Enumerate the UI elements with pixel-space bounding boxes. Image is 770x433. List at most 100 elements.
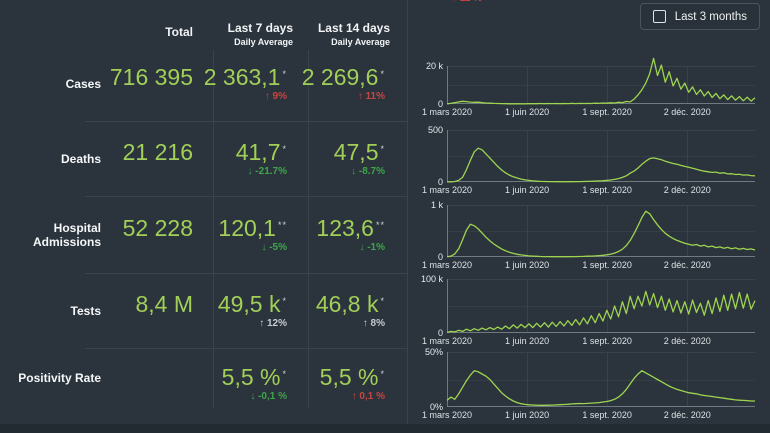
x-tick: 1 juin 2020 [505, 336, 550, 346]
plot-area [446, 279, 756, 334]
x-tick: 2 déc. 2020 [663, 107, 711, 117]
footnote-marker: * [380, 295, 385, 306]
last14-subtitle: Daily Average [331, 37, 390, 47]
footnote-marker: * [282, 69, 287, 79]
avg7-value: 2 363,1 [203, 64, 281, 90]
y-axis-min-label: 0 [437, 252, 443, 262]
avg7-delta: ↑ 12% [259, 317, 287, 329]
x-tick: 1 sept. 2020 [582, 107, 632, 117]
avg14-delta: ↑ 0,1 % [351, 391, 385, 402]
positivity-sparkline [446, 370, 755, 406]
cases-sparkline [446, 57, 756, 105]
deaths-total-cell: 21 216 [105, 121, 193, 196]
row-divider [85, 273, 407, 274]
x-tick: 1 sept. 2020 [582, 185, 632, 195]
last7-title: Last 7 days [227, 21, 293, 35]
x-tick: 2 déc. 2020 [663, 185, 711, 195]
x-tick: 2 déc. 2020 [663, 336, 711, 346]
cases-avg14-cell: 2 269,6 * ↑ 11% [302, 47, 385, 121]
footnote-marker: ** [375, 219, 385, 230]
x-tick: 1 juin 2020 [505, 107, 550, 117]
avg14-delta: ↓ -1% [359, 241, 385, 253]
x-tick: 2 déc. 2020 [663, 260, 711, 270]
checkbox-icon[interactable] [652, 10, 666, 23]
tests-sparkline [446, 290, 756, 334]
cases-total-cell: 716 395 [105, 47, 193, 121]
x-axis-labels: 1 mars 2020 1 juin 2020 1 sept. 2020 2 d… [422, 107, 755, 119]
x-axis-labels: 1 mars 2020 1 juin 2020 1 sept. 2020 2 d… [422, 260, 755, 272]
row-label: Positivity Rate [18, 371, 101, 385]
positivity-avg7-cell: 5,5 % * ↓ -0,1 % [213, 348, 287, 408]
x-tick: 1 mars 2020 [421, 260, 473, 270]
avg14-value: 123,6 [316, 214, 374, 241]
tests-avg14-cell: 46,8 k * ↑ 8% [308, 273, 385, 348]
last7-subtitle: Daily Average [234, 37, 293, 47]
y-axis-max-label: 500 [427, 125, 443, 135]
row-divider [85, 121, 407, 122]
tests-total-cell: 8,4 M [105, 273, 193, 348]
hospital-sparkline [446, 210, 756, 258]
avg14-value: 47,5 [333, 138, 379, 165]
y-axis-max-label: 50% [424, 347, 443, 357]
avg7-value: 41,7 [235, 138, 281, 165]
x-tick: 1 juin 2020 [505, 260, 550, 270]
x-axis-labels: 1 mars 2020 1 juin 2020 1 sept. 2020 2 d… [422, 185, 755, 197]
avg7-value: 5,5 % [221, 364, 281, 390]
total-value: 8,4 M [135, 290, 193, 317]
total-value: 21 216 [122, 138, 193, 165]
clipped-top-delta-text: ↑ 11 % [452, 0, 482, 4]
footnote-marker: * [282, 295, 287, 306]
footnote-marker: * [282, 369, 287, 379]
x-tick: 1 sept. 2020 [582, 336, 632, 346]
last-3-months-toggle[interactable]: Last 3 months [639, 3, 760, 30]
plot-area [446, 352, 755, 407]
footnote-marker: * [380, 69, 385, 79]
avg7-delta: ↓ -21.7% [247, 165, 287, 177]
x-tick: 1 mars 2020 [421, 336, 473, 346]
y-axis-max-label: 100 k [420, 274, 443, 284]
avg7-delta: ↑ 9% [264, 91, 287, 102]
table-row-positivity-rate: Positivity Rate 5,5 % * ↓ -0,1 % 5,5 % * ↑… [0, 348, 407, 408]
column-header-total: Total [165, 25, 193, 39]
deaths-sparkline [446, 147, 756, 183]
x-tick: 2 déc. 2020 [663, 410, 711, 420]
y-axis-max-label: 1 k [430, 200, 443, 210]
row-label: Deaths [60, 151, 101, 166]
positivity-total-cell [105, 348, 193, 408]
y-axis-min-label: 0 [437, 328, 443, 338]
tests-avg7-cell: 49,5 k * ↑ 12% [213, 273, 287, 348]
hospital-avg7-cell: 120,1 ** ↓ -5% [213, 196, 287, 273]
hospital-avg14-cell: 123,6 ** ↓ -1% [308, 196, 385, 273]
footnote-marker: * [380, 369, 385, 379]
avg14-value: 2 269,6 [301, 64, 379, 90]
x-tick: 1 sept. 2020 [582, 260, 632, 270]
x-axis-labels: 1 mars 2020 1 juin 2020 1 sept. 2020 2 d… [422, 410, 755, 422]
row-label: Tests [70, 303, 101, 318]
plot-area [446, 205, 756, 258]
avg7-value: 49,5 k [217, 290, 281, 317]
x-tick: 1 juin 2020 [505, 410, 550, 420]
y-axis-min-label: 0% [429, 402, 443, 412]
plot-area [446, 130, 756, 183]
column-divider [308, 50, 309, 408]
avg14-delta: ↓ -8.7% [351, 165, 385, 177]
table-row-tests: Tests 8,4 M 49,5 k * ↑ 12% 46,8 k * ↑ 8% [0, 273, 407, 348]
deaths-avg7-cell: 41,7 * ↓ -21.7% [213, 121, 287, 196]
plot-area [446, 57, 756, 105]
total-value: 52 228 [122, 214, 193, 241]
avg7-delta: ↓ -0,1 % [250, 391, 287, 402]
panel-divider [407, 0, 408, 424]
cases-avg7-cell: 2 363,1 * ↑ 9% [204, 47, 287, 121]
last14-title: Last 14 days [317, 21, 390, 35]
hospital-total-cell: 52 228 [105, 196, 193, 273]
table-row-hospital-admissions: Hospital Admissions 52 228 120,1 ** ↓ -5%… [0, 196, 407, 273]
x-tick: 1 mars 2020 [421, 107, 473, 117]
row-divider [85, 348, 407, 349]
row-label: Hospital Admissions [32, 220, 101, 249]
last-3-months-label: Last 3 months [674, 10, 747, 23]
avg14-delta: ↑ 11% [357, 91, 385, 102]
footnote-marker: ** [277, 219, 287, 230]
y-axis-min-label: 0 [437, 177, 443, 187]
avg14-value: 46,8 k [315, 290, 379, 317]
column-header-last14: Last 14 days Daily Average [308, 21, 390, 47]
